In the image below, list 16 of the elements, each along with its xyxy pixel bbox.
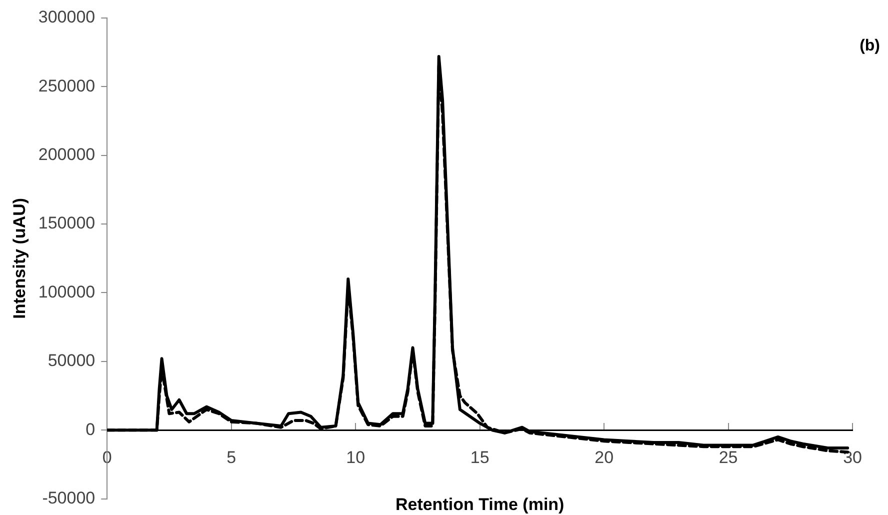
x-axis-title: Retention Time (min) [395, 495, 564, 514]
y-tick-label: 250000 [38, 76, 96, 96]
y-tick-label: -50000 [42, 488, 96, 508]
x-tick-label: 15 [470, 448, 490, 467]
y-tick-label: 200000 [38, 145, 96, 164]
y-axis-title: Intensity (uAU) [10, 198, 29, 319]
x-tick-label: 25 [718, 448, 738, 467]
y-tick-label: 50000 [48, 351, 96, 370]
x-tick-label: 5 [226, 448, 236, 467]
x-tick-label: 20 [594, 448, 614, 467]
y-tick-label: 0 [86, 420, 96, 439]
x-tick-label: 10 [346, 448, 366, 467]
y-tick-label: 300000 [38, 8, 96, 27]
y-tick-label: 100000 [38, 282, 96, 302]
y-tick-label: 150000 [38, 214, 96, 233]
text: (b) [860, 37, 880, 54]
